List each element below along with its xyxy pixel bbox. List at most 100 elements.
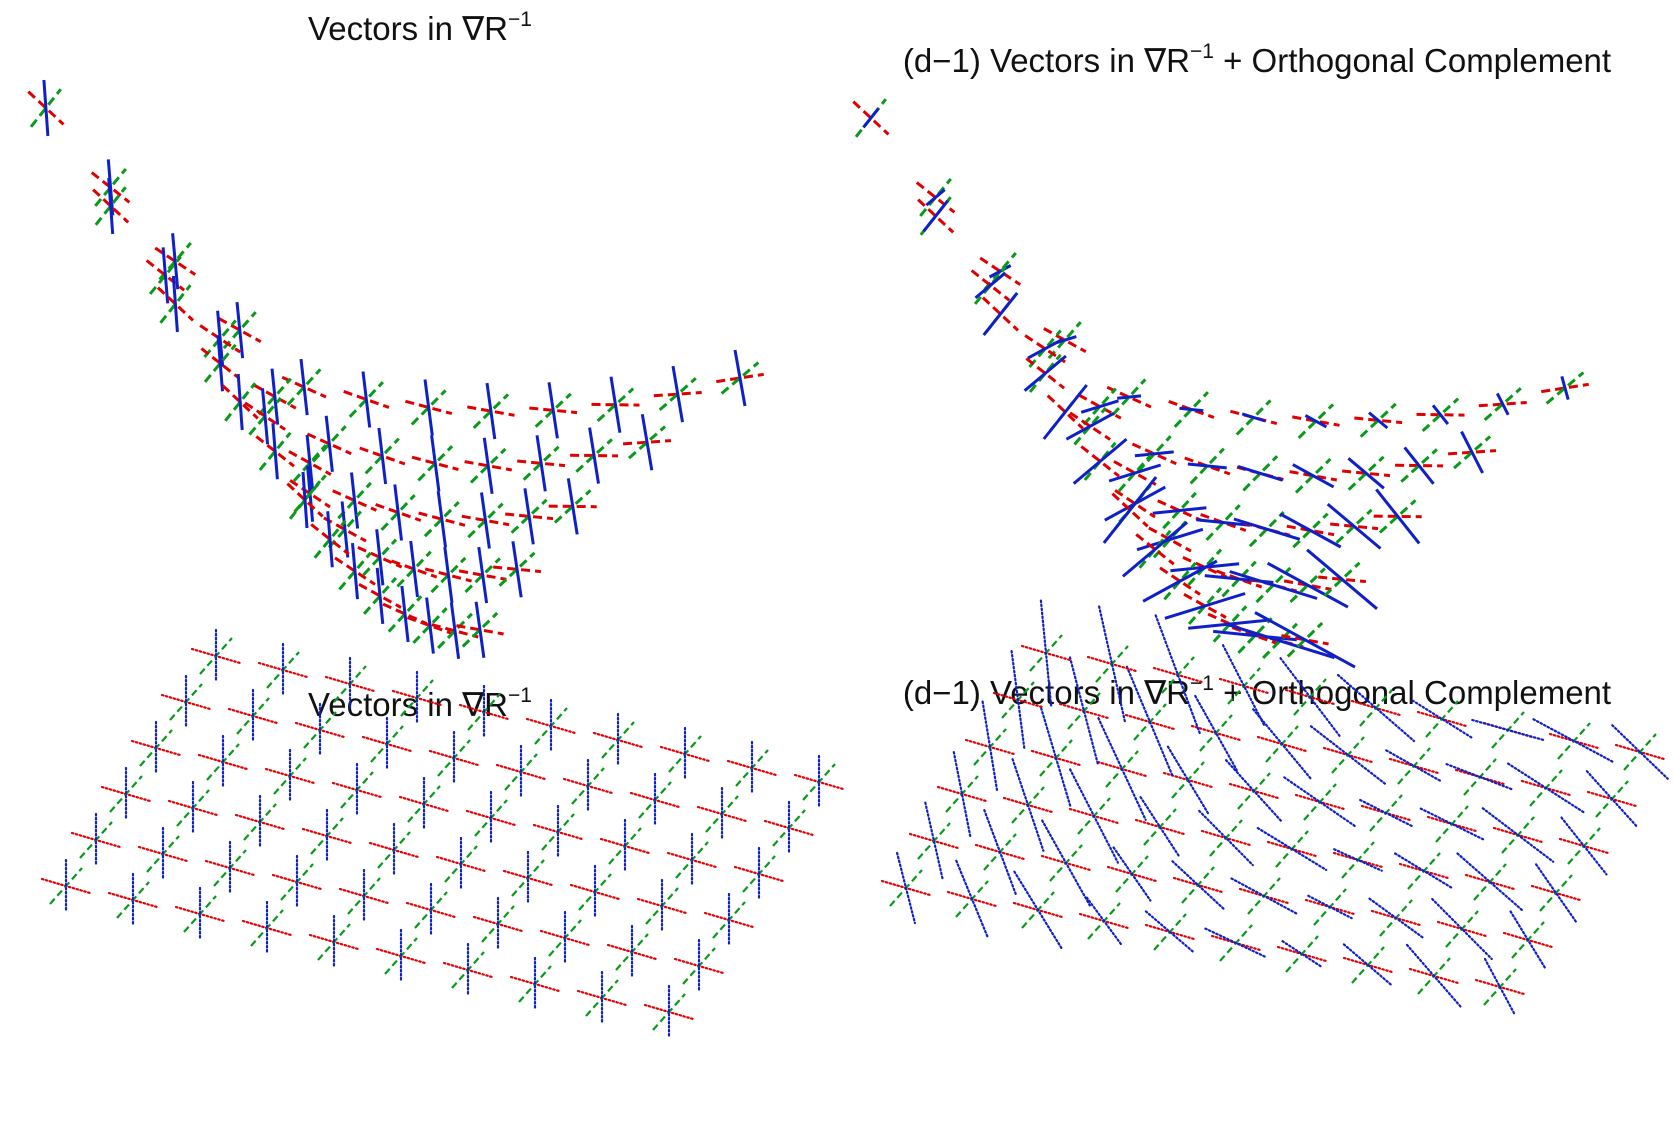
vector-glyph — [197, 734, 249, 790]
green-vector — [288, 480, 322, 520]
blue-vector — [1385, 749, 1443, 783]
vector-glyph — [281, 358, 327, 416]
vector-glyph — [703, 892, 755, 948]
panel-title: (d−1) Vectors in ∇R−1 + Orthogonal Compl… — [840, 672, 1674, 712]
blue-vector — [1266, 561, 1349, 609]
vector-glyph — [456, 601, 504, 659]
red-vector — [200, 347, 241, 380]
red-vector — [1200, 513, 1247, 532]
blue-vector — [271, 423, 279, 480]
green-vector — [1028, 353, 1062, 393]
vector-glyph — [1236, 455, 1284, 492]
title-tail: + Orthogonal Complement — [1213, 674, 1612, 711]
green-vector — [1171, 761, 1205, 799]
blue-vector — [340, 501, 350, 558]
vector-glyph — [1304, 888, 1356, 926]
vector-glyph — [391, 670, 443, 726]
blue-vector — [1041, 819, 1091, 907]
red-vector — [90, 171, 131, 204]
vector-glyph — [200, 335, 241, 392]
blue-vector — [1233, 517, 1301, 541]
blue-vector — [1225, 759, 1283, 823]
vector-glyph — [464, 437, 513, 495]
vector-glyph — [406, 597, 454, 654]
vector-glyph — [591, 376, 640, 433]
green-vector — [387, 595, 423, 633]
planar-vectors-group — [40, 628, 845, 1040]
red-vector — [716, 372, 764, 384]
vector-glyph — [629, 772, 681, 828]
vector-glyph — [1411, 699, 1473, 739]
vector-glyph — [145, 247, 186, 304]
blue-vector — [305, 434, 315, 492]
blue-vector — [1068, 656, 1100, 766]
vector-glyph — [532, 804, 584, 860]
green-vector — [1138, 529, 1172, 569]
vector-glyph — [970, 265, 1011, 305]
green-vector — [469, 447, 507, 484]
green-vector — [1073, 407, 1107, 446]
vector-glyph — [241, 900, 293, 956]
vector-glyph — [1225, 759, 1283, 823]
vector-glyph — [1447, 430, 1497, 474]
blue-vector — [1333, 848, 1383, 872]
red-vector — [979, 256, 1022, 286]
red-vector — [1416, 412, 1465, 417]
blue-vector — [1125, 665, 1175, 779]
blue-vector — [1171, 860, 1225, 910]
blue-vector — [1347, 457, 1385, 490]
green-vector — [1425, 700, 1459, 738]
blue-vector — [588, 427, 600, 484]
red-vector — [1024, 334, 1066, 364]
green-vector — [29, 88, 62, 128]
vector-glyph — [548, 478, 597, 535]
vector-glyph — [294, 702, 346, 758]
blue-vector — [1307, 894, 1353, 920]
red-vector — [1043, 327, 1087, 354]
vector-glyph — [1024, 329, 1066, 368]
vector-glyph — [288, 434, 332, 492]
green-vector — [553, 489, 592, 524]
red-vector — [1135, 533, 1175, 566]
red-vector — [456, 624, 504, 636]
red-vector — [332, 489, 378, 512]
red-vector — [1111, 492, 1149, 528]
vector-glyph — [1142, 559, 1218, 603]
blue-vector — [350, 472, 360, 529]
blue-vector — [1460, 430, 1484, 474]
vector-glyph — [529, 382, 578, 439]
vector-glyph — [411, 435, 459, 492]
vector-glyph — [880, 851, 932, 925]
vector-glyph — [908, 801, 960, 881]
red-vector — [411, 455, 459, 471]
red-vector — [1281, 634, 1329, 646]
green-vector — [1047, 321, 1082, 360]
vector-glyph — [1276, 935, 1328, 973]
vector-glyph — [92, 177, 130, 235]
blue-vector — [1585, 770, 1639, 828]
red-vector — [517, 459, 566, 468]
vector-glyph — [1162, 745, 1214, 815]
blue-vector — [1431, 897, 1493, 961]
blue-vector — [430, 435, 441, 492]
red-vector — [653, 391, 702, 398]
red-vector — [1157, 499, 1203, 522]
blue-vector — [1336, 673, 1416, 743]
red-vector — [1354, 416, 1403, 425]
blue-vector — [955, 859, 989, 939]
blue-vector — [1194, 694, 1238, 772]
blue-vector — [301, 471, 309, 529]
vector-glyph — [1368, 897, 1424, 939]
green-vector — [362, 538, 398, 576]
vector-glyph — [946, 859, 998, 939]
red-vector — [306, 432, 352, 456]
vector-glyph — [227, 688, 279, 744]
vector-glyph — [1395, 446, 1444, 485]
blue-vector — [1097, 717, 1147, 821]
title-superscript: −1 — [508, 8, 532, 31]
red-vector — [1215, 569, 1263, 589]
blue-vector — [1309, 725, 1387, 785]
green-vector — [248, 397, 282, 436]
red-vector — [458, 569, 507, 581]
red-vector — [1183, 592, 1227, 619]
